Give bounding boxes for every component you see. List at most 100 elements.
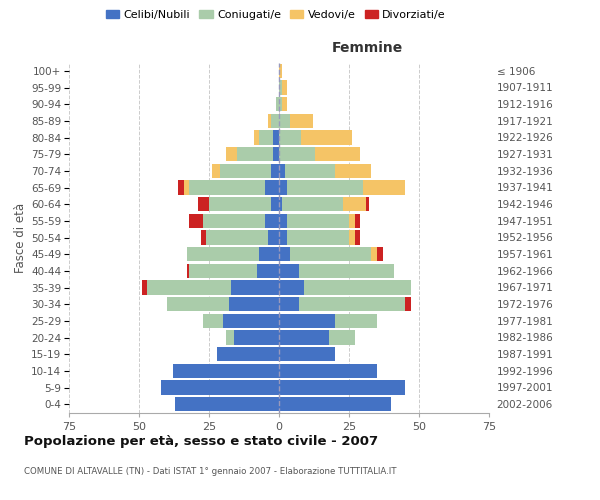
Bar — [279, 64, 282, 78]
Bar — [279, 180, 363, 194]
Bar — [279, 97, 282, 112]
Bar — [279, 280, 410, 294]
Bar — [279, 197, 343, 211]
Bar — [161, 380, 279, 394]
Bar — [217, 347, 279, 361]
Bar — [279, 397, 391, 411]
Bar — [279, 197, 282, 211]
Bar — [279, 330, 355, 344]
Bar — [265, 214, 279, 228]
Bar — [279, 264, 299, 278]
Bar — [217, 347, 279, 361]
Bar — [173, 364, 279, 378]
Text: COMUNE DI ALTAVALLE (TN) - Dati ISTAT 1° gennaio 2007 - Elaborazione TUTTITALIA.: COMUNE DI ALTAVALLE (TN) - Dati ISTAT 1°… — [24, 468, 397, 476]
Bar — [203, 314, 279, 328]
Bar — [187, 247, 279, 261]
Bar — [203, 314, 279, 328]
Bar — [175, 397, 279, 411]
Bar — [184, 180, 279, 194]
Bar — [276, 97, 279, 112]
Bar — [276, 97, 279, 112]
Bar — [279, 114, 313, 128]
Bar — [279, 214, 349, 228]
Bar — [234, 330, 279, 344]
Bar — [279, 97, 287, 112]
Bar — [259, 247, 279, 261]
Bar — [167, 297, 279, 311]
Bar — [271, 197, 279, 211]
Bar — [274, 147, 279, 161]
Bar — [279, 164, 335, 178]
Bar — [198, 197, 279, 211]
Bar — [279, 380, 405, 394]
Bar — [279, 114, 313, 128]
Text: Femmine: Femmine — [332, 42, 403, 56]
Bar — [206, 230, 279, 244]
Bar — [274, 130, 279, 144]
Bar — [279, 314, 377, 328]
Bar — [279, 230, 349, 244]
Bar — [279, 380, 405, 394]
Bar — [226, 330, 279, 344]
Bar — [279, 247, 383, 261]
Bar — [265, 180, 279, 194]
Bar — [190, 264, 279, 278]
Bar — [279, 180, 405, 194]
Bar — [200, 230, 279, 244]
Bar — [203, 314, 279, 328]
Bar — [279, 97, 287, 112]
Bar — [279, 247, 371, 261]
Bar — [279, 80, 282, 94]
Bar — [279, 214, 360, 228]
Bar — [279, 280, 410, 294]
Bar — [167, 297, 279, 311]
Bar — [279, 147, 316, 161]
Bar — [209, 197, 279, 211]
Bar — [259, 130, 279, 144]
Bar — [175, 397, 279, 411]
Bar — [175, 397, 279, 411]
Bar — [209, 197, 279, 211]
Bar — [173, 364, 279, 378]
Bar — [279, 180, 287, 194]
Bar — [237, 147, 279, 161]
Bar — [279, 314, 335, 328]
Bar — [279, 80, 287, 94]
Bar — [279, 364, 377, 378]
Bar — [279, 230, 360, 244]
Bar — [226, 330, 279, 344]
Bar — [175, 397, 279, 411]
Bar — [279, 330, 329, 344]
Bar — [254, 130, 279, 144]
Bar — [279, 197, 366, 211]
Bar — [279, 214, 355, 228]
Bar — [279, 230, 355, 244]
Bar — [279, 330, 355, 344]
Bar — [279, 197, 368, 211]
Bar — [206, 230, 279, 244]
Bar — [217, 347, 279, 361]
Bar — [178, 180, 279, 194]
Bar — [279, 347, 335, 361]
Bar — [167, 297, 279, 311]
Bar — [190, 214, 279, 228]
Bar — [148, 280, 279, 294]
Bar — [279, 347, 335, 361]
Legend: Celibi/Nubili, Coniugati/e, Vedovi/e, Divorziati/e: Celibi/Nubili, Coniugati/e, Vedovi/e, Di… — [101, 6, 451, 25]
Bar — [161, 380, 279, 394]
Bar — [279, 64, 282, 78]
Bar — [279, 130, 352, 144]
Bar — [279, 347, 335, 361]
Bar — [268, 230, 279, 244]
Bar — [212, 164, 279, 178]
Bar — [279, 214, 287, 228]
Bar — [271, 164, 279, 178]
Bar — [279, 164, 371, 178]
Bar — [279, 297, 299, 311]
Bar — [279, 397, 391, 411]
Bar — [279, 130, 301, 144]
Bar — [254, 130, 279, 144]
Bar — [148, 280, 279, 294]
Bar — [271, 114, 279, 128]
Bar — [279, 264, 394, 278]
